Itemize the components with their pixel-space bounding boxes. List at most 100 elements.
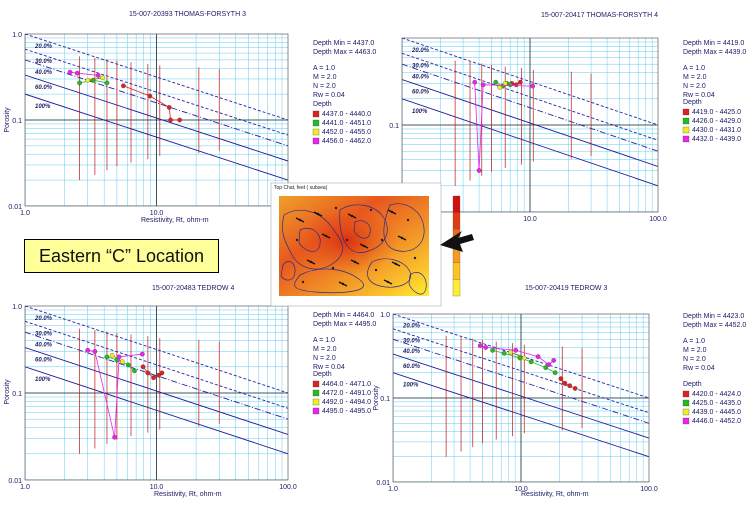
data-point: [77, 80, 82, 86]
legend-swatch: [312, 137, 320, 145]
water-saturation-line: [25, 306, 288, 394]
water-saturation-label: 100%: [35, 104, 51, 110]
plot-area: 20.0% 30.0% 40.0% 60.0% 100%: [402, 38, 658, 212]
water-saturation-label: 30.0%: [35, 59, 53, 65]
x-tick-label: 1.0: [388, 486, 398, 493]
x-axis-label: Resistivity, Rt, ohm-m: [154, 491, 222, 498]
data-point: [85, 77, 91, 83]
data-point: [535, 354, 541, 360]
depth-min-text: Depth Min = 4419.0: [683, 40, 744, 47]
series-line: [474, 82, 533, 171]
param-m-text: M = 2.0: [683, 347, 707, 354]
data-point: [546, 362, 552, 367]
y-tick-label: 0.01: [8, 478, 22, 485]
y-axis-label: Porosity: [373, 385, 380, 411]
water-saturation-label: 100%: [412, 109, 428, 115]
legend-entry: 4426.0 - 4429.0: [692, 118, 741, 125]
legend-entry: 4425.0 - 4435.0: [692, 400, 741, 407]
water-saturation-line: [402, 63, 658, 152]
data-point: [507, 82, 513, 88]
data-point: [147, 93, 153, 99]
param-m-text: M = 2.0: [313, 74, 337, 81]
legend-swatch: [682, 417, 690, 425]
legend-swatch: [682, 399, 690, 407]
y-axis-label: Porosity: [4, 107, 11, 133]
data-point: [145, 370, 151, 376]
param-n-text: N = 2.0: [313, 355, 336, 362]
legend-title: Depth: [683, 99, 702, 106]
x-axis-label: Resistivity, Rt, ohm-m: [141, 217, 209, 224]
param-n-text: N = 2.0: [683, 356, 706, 363]
legend-swatch: [312, 128, 320, 136]
data-point: [497, 85, 503, 90]
data-point: [551, 358, 557, 363]
legend-entry: 4446.0 - 4452.0: [692, 418, 741, 425]
depth-max-text: Depth Max = 4495.0: [313, 321, 376, 328]
series-line: [87, 77, 103, 81]
y-tick-label: 0.1: [380, 396, 390, 403]
data-point: [530, 83, 536, 89]
legend-entry: 4452.0 - 4455.0: [322, 129, 371, 136]
data-point: [156, 372, 162, 378]
data-point: [528, 359, 534, 365]
crossplot-panel: 20.0% 30.0% 40.0% 60.0% 100% 15-007-20417 THO…: [389, 12, 746, 223]
depth-max-text: Depth Max = 4439.0: [683, 49, 746, 56]
legend-entry: 4492.0 - 4494.0: [322, 399, 371, 406]
water-saturation-line: [25, 48, 288, 136]
chart-title: 15-007-20483 TEDROW 4: [152, 285, 234, 292]
data-point: [140, 364, 146, 370]
y-axis-label: Porosity: [4, 379, 11, 405]
legend-swatch: [312, 389, 320, 397]
legend-title: Depth: [313, 101, 332, 108]
y-tick-label: 1.0: [12, 304, 22, 311]
water-saturation-line: [402, 38, 658, 126]
water-saturation-label: 20.0%: [411, 48, 430, 54]
data-point: [567, 383, 573, 389]
legend-entry: 4437.0 - 4440.0: [322, 111, 371, 118]
param-rw-text: Rw = 0.04: [683, 92, 715, 99]
water-saturation-label: 100%: [403, 382, 419, 388]
legend-entry: 4441.0 - 4451.0: [322, 120, 371, 127]
crossplot-panel: 20.0% 30.0% 40.0% 60.0% 100% 15-007-20483 TED…: [4, 285, 376, 498]
param-rw-text: Rw = 0.04: [313, 92, 345, 99]
water-saturation-line: [393, 353, 649, 439]
legend-swatch: [682, 408, 690, 416]
water-saturation-line: [393, 372, 649, 458]
data-point: [476, 168, 482, 173]
plot-area: 20.0% 30.0% 40.0% 60.0% 100%: [25, 34, 288, 206]
data-point: [109, 353, 115, 358]
water-saturation-label: 40.0%: [411, 74, 430, 80]
water-saturation-line: [25, 366, 288, 455]
y-tick-label: 0.01: [8, 204, 22, 211]
colorbar-segment: [452, 262, 461, 280]
water-saturation-line: [402, 52, 658, 141]
depth-min-text: Depth Min = 4437.0: [313, 40, 374, 47]
plot-area: 20.0% 30.0% 40.0% 60.0% 100%: [25, 306, 288, 480]
legend-swatch: [312, 380, 320, 388]
depth-max-text: Depth Max = 4452.0: [683, 322, 746, 329]
data-point: [490, 347, 495, 353]
data-point: [477, 343, 483, 348]
water-saturation-label: 60.0%: [35, 85, 53, 91]
legend-entry: 4420.0 - 4424.0: [692, 391, 741, 398]
data-point: [508, 349, 513, 355]
param-a-text: A = 1.0: [313, 337, 335, 344]
legend-swatch: [312, 398, 320, 406]
map-hot-zone: [279, 196, 429, 296]
water-saturation-line: [25, 34, 288, 121]
legend-swatch: [682, 117, 690, 125]
water-saturation-label: 40.0%: [402, 349, 421, 355]
legend-swatch: [682, 135, 690, 143]
param-n-text: N = 2.0: [683, 83, 706, 90]
data-point: [501, 351, 507, 356]
chart-title: 15-007-20393 THOMAS-FORSYTH 3: [129, 11, 246, 18]
data-point: [67, 69, 73, 75]
data-point: [132, 368, 137, 374]
legend-entry: 4495.0 - 4495.0: [322, 408, 371, 415]
x-tick-label: 10.0: [150, 484, 164, 491]
water-saturation-line: [25, 331, 288, 420]
data-point: [543, 365, 549, 370]
plot-frame: [24, 33, 289, 207]
legend-entry: 4472.0 - 4491.0: [322, 390, 371, 397]
